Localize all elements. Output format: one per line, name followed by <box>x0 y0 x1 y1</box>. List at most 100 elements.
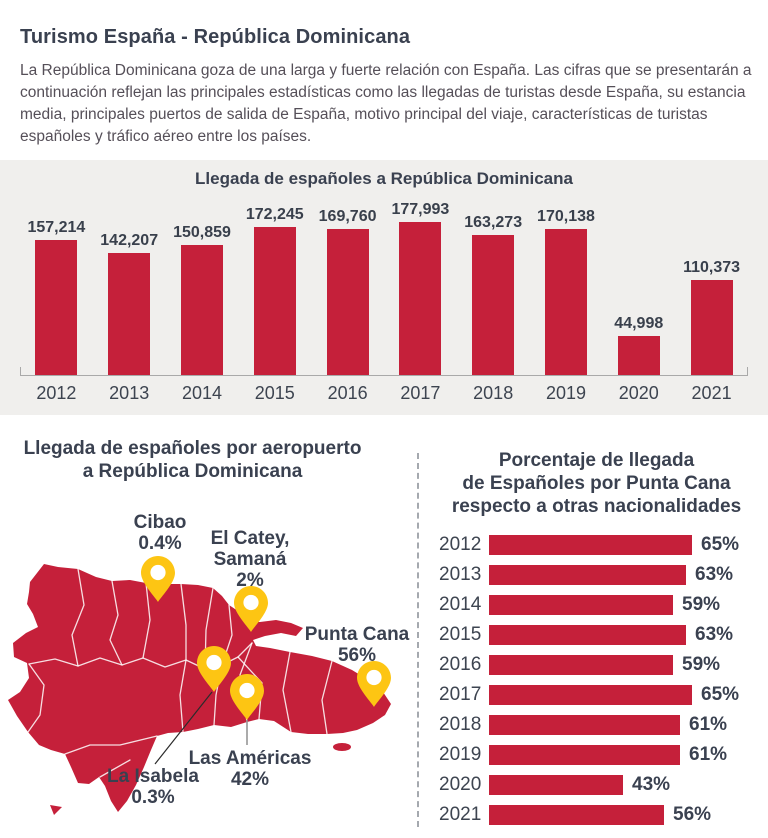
bar-value-label: 44,998 <box>614 315 663 333</box>
bar-value-label: 169,760 <box>319 208 377 226</box>
intro-paragraph: La República Dominicana goza de una larg… <box>20 60 760 148</box>
bar-value-label: 157,214 <box>27 219 85 237</box>
bar-column: 170,138 <box>530 208 603 375</box>
pct-row-bar <box>489 625 686 645</box>
pct-row-bar <box>489 595 673 615</box>
pct-chart-title-line1: Porcentaje de llegada <box>425 449 768 472</box>
pct-row-bar <box>489 535 692 555</box>
pct-row-year-label: 2021 <box>439 804 479 826</box>
x-axis-tick-label: 2017 <box>384 383 457 404</box>
pct-chart-title: Porcentaje de llegada de Españoles por P… <box>425 449 768 518</box>
arrivals-chart-title: Llegada de españoles a República Dominic… <box>0 169 768 189</box>
pct-bar-chart: 2012 65% 2013 63% 2014 59% 2015 63% 2016 59% 2017 6… <box>425 530 768 830</box>
bar-value-label: 163,273 <box>464 214 522 232</box>
bar <box>35 240 77 375</box>
beata-island-shape <box>50 805 62 815</box>
bar-column: 163,273 <box>457 214 530 375</box>
x-axis-tick-label: 2021 <box>675 383 748 404</box>
bottom-section: Llegada de españoles por aeropuerto a Re… <box>0 415 768 838</box>
bar <box>181 245 223 375</box>
x-axis-tick-label: 2013 <box>93 383 166 404</box>
x-axis-tick-label: 2015 <box>238 383 311 404</box>
pct-row-value-label: 43% <box>632 774 670 796</box>
x-axis-tick-label: 2012 <box>20 383 93 404</box>
pct-chart-row: 2014 59% <box>425 590 768 620</box>
pct-row-value-label: 61% <box>689 744 727 766</box>
pct-chart-row: 2013 63% <box>425 560 768 590</box>
bar-column: 169,760 <box>311 208 384 375</box>
pct-row-year-label: 2014 <box>439 594 479 616</box>
airport-map-section: Llegada de españoles por aeropuerto a Re… <box>0 415 410 838</box>
pct-chart-row: 2018 61% <box>425 710 768 740</box>
bar-column: 44,998 <box>602 315 675 375</box>
pct-row-year-label: 2016 <box>439 654 479 676</box>
bar <box>545 229 587 375</box>
arrivals-chart-section: Llegada de españoles a República Dominic… <box>0 160 768 415</box>
airport-label-la-isabela: La Isabela 0.3% <box>98 766 208 808</box>
pct-chart-row: 2019 61% <box>425 740 768 770</box>
pct-chart-row: 2017 65% <box>425 680 768 710</box>
pct-chart-row: 2012 65% <box>425 530 768 560</box>
pct-row-value-label: 63% <box>695 624 733 646</box>
bar-column: 157,214 <box>20 219 93 375</box>
x-axis-tick-label: 2020 <box>602 383 675 404</box>
pct-chart-row: 2020 43% <box>425 770 768 800</box>
bar-column: 177,993 <box>384 201 457 375</box>
pct-row-year-label: 2018 <box>439 714 479 736</box>
bar <box>472 235 514 375</box>
bar-column: 172,245 <box>238 206 311 375</box>
pct-row-value-label: 61% <box>689 714 727 736</box>
pct-row-value-label: 59% <box>682 594 720 616</box>
bar-column: 110,373 <box>675 259 748 375</box>
airport-label-el-catey: El Catey, Samaná 2% <box>190 528 310 591</box>
bar-value-label: 177,993 <box>391 201 449 219</box>
pct-row-year-label: 2012 <box>439 534 479 556</box>
pct-chart-title-line3: respecto a otras nacionalidades <box>425 495 768 518</box>
pct-row-bar <box>489 685 692 705</box>
pct-row-year-label: 2015 <box>439 624 479 646</box>
pct-row-value-label: 65% <box>701 684 739 706</box>
pct-row-bar <box>489 745 680 765</box>
x-axis-tick-label: 2018 <box>457 383 530 404</box>
x-axis-tick-label: 2019 <box>530 383 603 404</box>
pct-chart-row: 2021 56% <box>425 800 768 830</box>
x-axis-tick-label: 2014 <box>166 383 239 404</box>
bar <box>691 280 733 375</box>
bar-column: 142,207 <box>93 232 166 375</box>
bar-value-label: 170,138 <box>537 208 595 226</box>
pct-row-bar <box>489 715 680 735</box>
x-axis-tick-label: 2016 <box>311 383 384 404</box>
bar-value-label: 172,245 <box>246 206 304 224</box>
pct-row-value-label: 59% <box>682 654 720 676</box>
punta-cana-pct-section: Porcentaje de llegada de Españoles por P… <box>425 415 768 838</box>
bar <box>327 229 369 375</box>
pct-row-bar <box>489 565 686 585</box>
bar <box>254 227 296 375</box>
dashed-divider <box>417 453 419 827</box>
bar-column: 150,859 <box>166 224 239 375</box>
bar-value-label: 142,207 <box>100 232 158 250</box>
bar-value-label: 150,859 <box>173 224 231 242</box>
pct-row-year-label: 2019 <box>439 744 479 766</box>
pct-row-value-label: 63% <box>695 564 733 586</box>
bar-value-label: 110,373 <box>683 259 740 277</box>
pct-row-bar <box>489 775 623 795</box>
pct-chart-title-line2: de Españoles por Punta Cana <box>425 472 768 495</box>
page-header: Turismo España - República Dominicana La… <box>0 0 768 148</box>
bar <box>618 336 660 375</box>
bar <box>108 253 150 375</box>
pct-row-value-label: 56% <box>673 804 711 826</box>
pct-chart-row: 2015 63% <box>425 620 768 650</box>
pct-chart-row: 2016 59% <box>425 650 768 680</box>
pct-row-bar <box>489 805 664 825</box>
pct-row-year-label: 2020 <box>439 774 479 796</box>
bar <box>399 222 441 375</box>
arrivals-x-axis: 2012201320142015201620172018201920202021 <box>20 376 748 404</box>
pct-row-year-label: 2017 <box>439 684 479 706</box>
pct-row-year-label: 2013 <box>439 564 479 586</box>
airport-label-punta-cana: Punta Cana 56% <box>297 624 417 666</box>
saona-island-shape <box>333 743 351 751</box>
arrivals-bar-chart: 157,214 142,207 150,859 172,245 169,760 177,9… <box>20 189 748 376</box>
page-title: Turismo España - República Dominicana <box>20 26 748 49</box>
pct-row-value-label: 65% <box>701 534 739 556</box>
